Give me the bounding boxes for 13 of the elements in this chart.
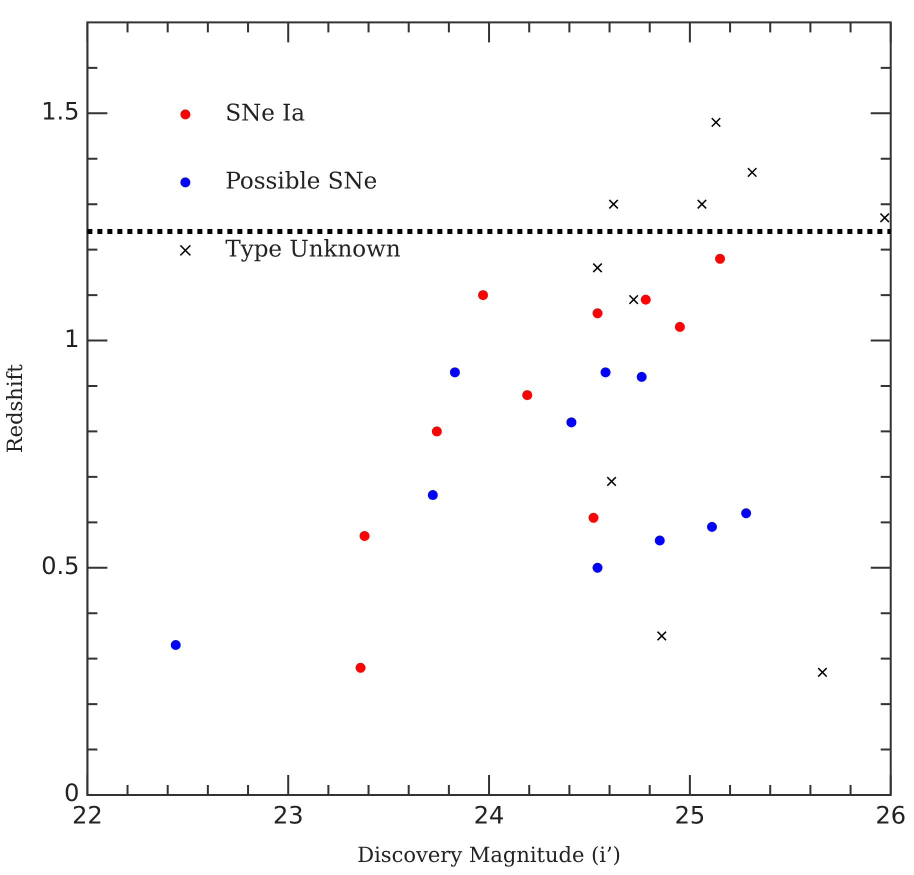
y-tick-label: 1.5 <box>41 98 80 126</box>
x-tick-label: 23 <box>272 802 304 830</box>
legend-label: SNe Ia <box>225 100 306 126</box>
legend-label: Possible SNe <box>225 168 378 194</box>
y-tick-label: 0.5 <box>41 552 80 580</box>
x-tick-label: 26 <box>875 802 906 830</box>
y-axis-title: Redshift <box>3 364 28 454</box>
y-tick-label: 1 <box>64 324 80 353</box>
x-tick-label: 25 <box>674 802 706 830</box>
x-axis-title: Discovery Magnitude (i’) <box>357 842 621 867</box>
legend-label: Type Unknown <box>225 236 401 262</box>
x-tick-label: 24 <box>474 802 504 830</box>
x-tick-label: 22 <box>72 802 103 830</box>
